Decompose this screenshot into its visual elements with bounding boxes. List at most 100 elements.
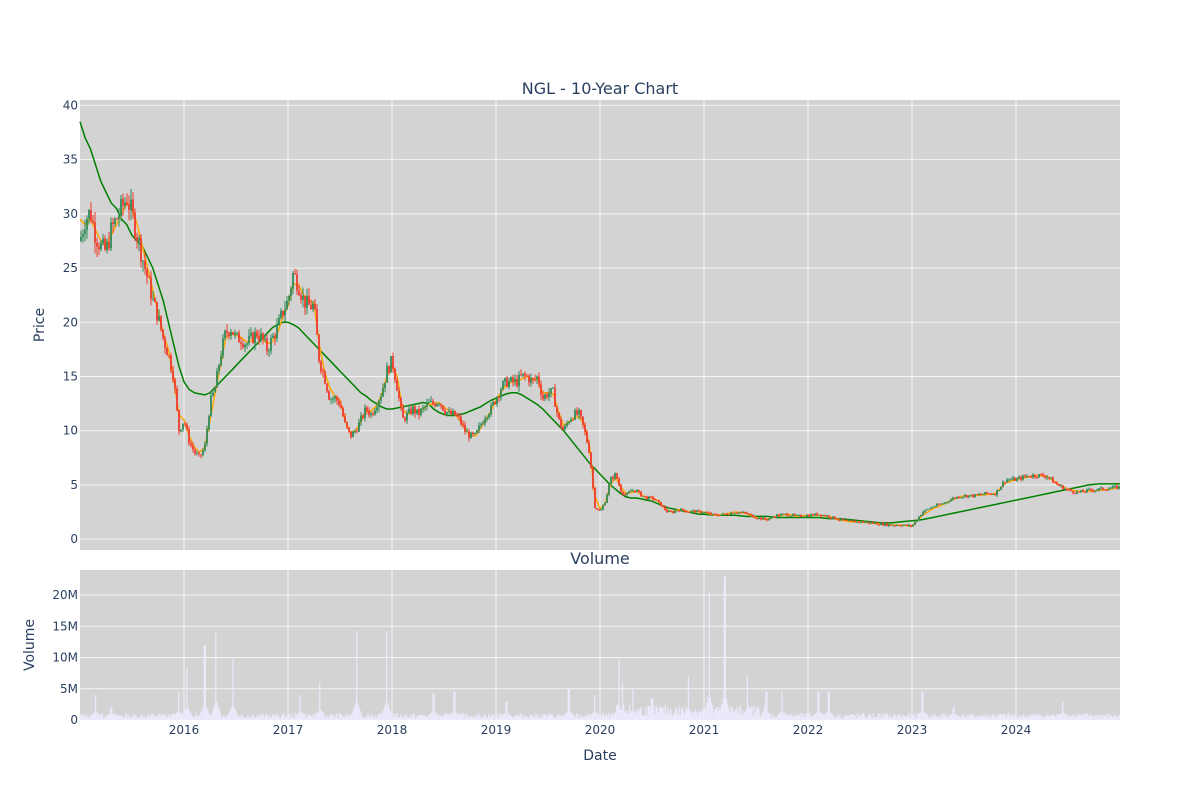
volume-bar [590, 714, 592, 720]
candle-body [916, 520, 918, 522]
volume-bar [843, 715, 845, 720]
candle-body [960, 497, 962, 499]
volume-bar [267, 715, 269, 720]
volume-bar [505, 701, 507, 720]
volume-bar [203, 645, 205, 720]
candle-body [546, 394, 548, 398]
candle-body [764, 517, 766, 520]
volume-bar [380, 713, 382, 720]
volume-bar [906, 716, 908, 720]
volume-bar [460, 713, 462, 720]
volume-bar [177, 711, 179, 720]
candle-body [828, 515, 830, 518]
candle-body [922, 511, 924, 515]
volume-bar [549, 713, 551, 720]
candle-body [826, 515, 828, 517]
volume-bar [79, 714, 82, 720]
volume-bar [690, 711, 692, 720]
candle-body [738, 512, 740, 514]
volume-bar [1039, 713, 1041, 720]
volume-bar [795, 715, 797, 720]
volume-bar [349, 716, 351, 720]
candle-body [148, 276, 150, 278]
volume-bar [703, 707, 706, 720]
volume-bar [887, 715, 889, 720]
volume-bar [386, 631, 388, 720]
volume-bar [249, 717, 252, 720]
volume-bar [343, 715, 345, 720]
candle-body [574, 410, 576, 420]
volume-bar [970, 714, 973, 720]
volume-bar [621, 682, 624, 720]
volume-bar [504, 713, 506, 720]
candle-body [332, 398, 334, 400]
volume-bar [1064, 713, 1066, 720]
candle-body [666, 509, 668, 513]
volume-bar [1087, 714, 1089, 720]
volume-bar [1007, 713, 1010, 720]
volume-bar [456, 713, 458, 720]
volume-bar [264, 713, 267, 720]
volume-bar [247, 715, 249, 720]
candle-body [736, 512, 738, 514]
volume-bar [871, 717, 873, 720]
volume-bar [935, 714, 937, 720]
volume-bar [480, 717, 483, 720]
price-y-tick-label: 30 [63, 207, 78, 221]
volume-bar [352, 709, 354, 720]
candle-body [986, 491, 988, 494]
candle-body [630, 490, 632, 492]
volume-bar [312, 714, 314, 720]
volume-bar [552, 716, 554, 720]
candle-body [246, 343, 248, 345]
volume-bar [913, 715, 915, 720]
candle-body [898, 525, 900, 527]
candle-body [636, 490, 638, 492]
volume-bar [1015, 714, 1018, 720]
candle-body [322, 371, 324, 373]
volume-bar [818, 691, 820, 720]
candle-body [476, 430, 478, 434]
volume-bar [802, 713, 804, 720]
volume-bar [1099, 714, 1101, 720]
candle-body [366, 407, 368, 411]
volume-bar [991, 714, 993, 720]
volume-bar [560, 716, 562, 720]
volume-bar [1073, 714, 1075, 720]
candle-body [194, 449, 196, 454]
candle-body [236, 332, 238, 334]
volume-bar [318, 710, 320, 720]
candle-body [360, 415, 362, 422]
volume-bar [1040, 716, 1042, 720]
volume-bar [316, 712, 319, 720]
volume-bar [678, 705, 680, 720]
candle-body [768, 518, 770, 521]
candle-body [296, 274, 298, 291]
candle-body [330, 399, 332, 400]
volume-bar [1104, 716, 1107, 720]
candle-body [82, 234, 84, 238]
candle-body [938, 504, 940, 505]
volume-bar [297, 713, 299, 720]
candle-body [88, 210, 90, 219]
volume-bar [239, 717, 241, 720]
volume-bar [230, 708, 232, 720]
volume-bar [289, 713, 291, 720]
volume-bar [110, 707, 112, 720]
volume-bar [554, 718, 557, 720]
candle-body [434, 403, 436, 407]
candle-body [526, 375, 528, 377]
candle-body [878, 524, 880, 526]
candle-body [444, 410, 446, 414]
volume-bars [79, 576, 1121, 720]
candle-body [260, 333, 262, 341]
volume-bar [526, 715, 528, 720]
volume-bar [229, 711, 231, 720]
volume-y-tick-label: 20M [52, 588, 78, 602]
volume-bar [238, 715, 240, 720]
volume-bar [543, 713, 545, 720]
volume-bar [1114, 713, 1116, 720]
candle-body [432, 400, 434, 404]
candle-body [568, 421, 570, 424]
